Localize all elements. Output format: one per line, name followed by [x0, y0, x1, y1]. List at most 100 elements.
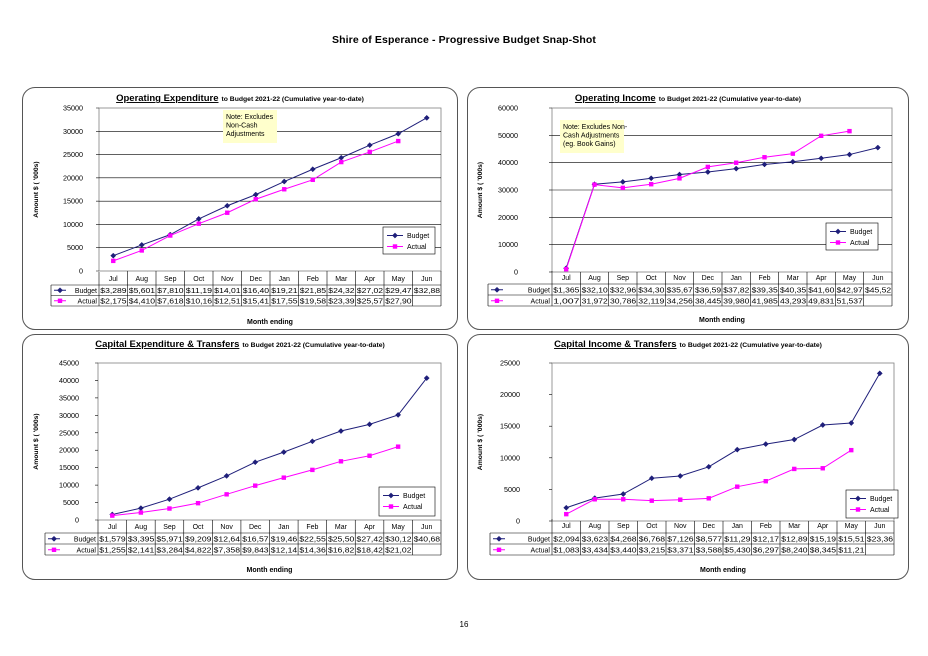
data-label: $3,289	[100, 288, 127, 295]
chart-title-main: Operating Income	[575, 93, 656, 104]
data-point-budget	[366, 142, 373, 149]
data-point-budget	[366, 421, 373, 428]
data-label: $7,126	[667, 536, 694, 543]
legend-entry-actual: Actual	[403, 504, 423, 511]
series-line-budget	[112, 377, 428, 515]
y-tick-label: 45000	[59, 359, 79, 368]
data-point-actual	[564, 511, 569, 517]
data-point-budget	[195, 484, 201, 491]
table-legend-key-marker	[57, 298, 63, 303]
data-label: $3,215	[639, 547, 666, 554]
data-point-actual	[253, 197, 258, 202]
data-label: $12,51	[214, 298, 241, 305]
data-point-budget	[309, 166, 316, 173]
data-label: $1,579	[99, 536, 126, 543]
data-label: $7,810	[157, 288, 184, 295]
data-label: $1,255	[99, 547, 126, 554]
x-tick-label: Feb	[307, 276, 319, 283]
chart-note-background	[560, 120, 624, 153]
data-label: $3,434	[582, 547, 609, 554]
data-label: $21,02	[385, 547, 412, 554]
x-tick-label: Dec	[703, 523, 716, 530]
series-line-budget	[565, 147, 878, 269]
table-legend-key-marker	[494, 286, 500, 293]
data-label: $25,57	[357, 298, 384, 305]
y-tick-label: 20000	[498, 213, 518, 222]
y-axis-label: Amount $ ( '000s)	[33, 413, 40, 469]
legend-entry-budget: Budget	[403, 493, 425, 500]
data-point-actual	[762, 155, 767, 160]
x-tick-label: Dec	[702, 275, 715, 282]
data-point-actual	[706, 496, 711, 501]
data-label: $3,284	[156, 547, 183, 554]
capital-income-chart-panel: Capital Income & Transfers to Budget 2021…	[467, 334, 909, 580]
data-label: $22,55	[299, 536, 326, 543]
data-label: $18,42	[357, 547, 384, 554]
chart-title-subtitle: to Budget 2021-22 (Cumulative year-to-da…	[222, 96, 364, 103]
x-tick-label: Oct	[193, 524, 204, 531]
y-tick-label: 5000	[504, 485, 520, 494]
data-point-actual	[339, 159, 344, 165]
x-tick-label: Nov	[220, 524, 233, 531]
x-tick-label: May	[845, 523, 859, 530]
data-point-budget	[876, 370, 883, 377]
table-legend-key-marker	[496, 535, 502, 542]
table-row-label: Actual	[531, 547, 551, 554]
chart-note-line: (eg. Book Gains)	[563, 141, 616, 148]
x-tick-label: Dec	[249, 524, 262, 531]
data-point-actual	[563, 267, 569, 272]
data-point-actual	[847, 128, 852, 134]
data-label: $2,175	[100, 298, 127, 305]
y-tick-label: 5000	[67, 243, 83, 252]
legend-key-marker	[855, 507, 861, 512]
data-point-actual	[792, 466, 797, 472]
data-point-budget	[819, 422, 826, 428]
legend-box	[845, 489, 899, 519]
data-point-budget	[677, 473, 684, 479]
y-tick-label: 35000	[59, 393, 79, 402]
data-point-actual	[139, 248, 144, 253]
data-label: 31,972	[582, 298, 608, 305]
data-label: 32,119	[638, 298, 664, 305]
data-label: $9,843	[242, 547, 269, 554]
data-label: $15,19	[810, 536, 837, 543]
data-point-budget	[309, 438, 316, 445]
x-tick-label: Aug	[136, 276, 149, 283]
x-tick-label: Mar	[787, 275, 800, 282]
chart-title-main: Capital Expenditure & Transfers	[95, 339, 239, 350]
x-tick-label: Feb	[760, 523, 772, 530]
data-point-budget	[423, 375, 430, 382]
data-label: $3,395	[128, 536, 155, 543]
data-point-budget	[281, 178, 288, 185]
capital-income-chart: Capital Income & Transfers to Budget 2021…	[477, 339, 899, 574]
x-tick-label: Sep	[164, 276, 177, 283]
legend: Budget Actual	[845, 489, 899, 519]
x-tick-label: Apr	[364, 524, 376, 531]
y-tick-label: 0	[75, 516, 79, 525]
x-tick-label: Jun	[421, 276, 432, 283]
data-label: $17,55	[271, 298, 298, 305]
x-tick-label: Mar	[788, 523, 801, 530]
x-tick-label: Mar	[335, 276, 348, 283]
y-tick-label: 25000	[63, 150, 83, 159]
x-tick-label: May	[392, 524, 406, 531]
data-point-budget	[704, 169, 711, 175]
data-label: $40,35	[780, 287, 806, 294]
data-point-budget	[791, 436, 798, 443]
data-point-budget	[423, 114, 430, 121]
data-label: 39,980	[723, 298, 749, 305]
data-table: Jul Aug Sep Oct Nov Dec Jan Feb Mar Apr May Jun Budg…	[489, 519, 895, 556]
data-point-actual	[111, 258, 116, 264]
y-tick-label: 25000	[500, 359, 520, 368]
data-point-budget	[705, 463, 712, 470]
table-legend-key-marker	[494, 298, 500, 303]
y-tick-label: 20000	[59, 446, 79, 455]
data-point-actual	[253, 483, 258, 488]
data-point-actual	[790, 151, 796, 156]
data-label: $29,47	[385, 288, 412, 295]
y-tick-label: 50000	[498, 131, 518, 140]
data-point-budget	[338, 428, 344, 434]
data-label: $21,85	[300, 288, 327, 295]
x-tick-label: Nov	[674, 523, 687, 530]
y-tick-label: 20000	[63, 173, 83, 182]
